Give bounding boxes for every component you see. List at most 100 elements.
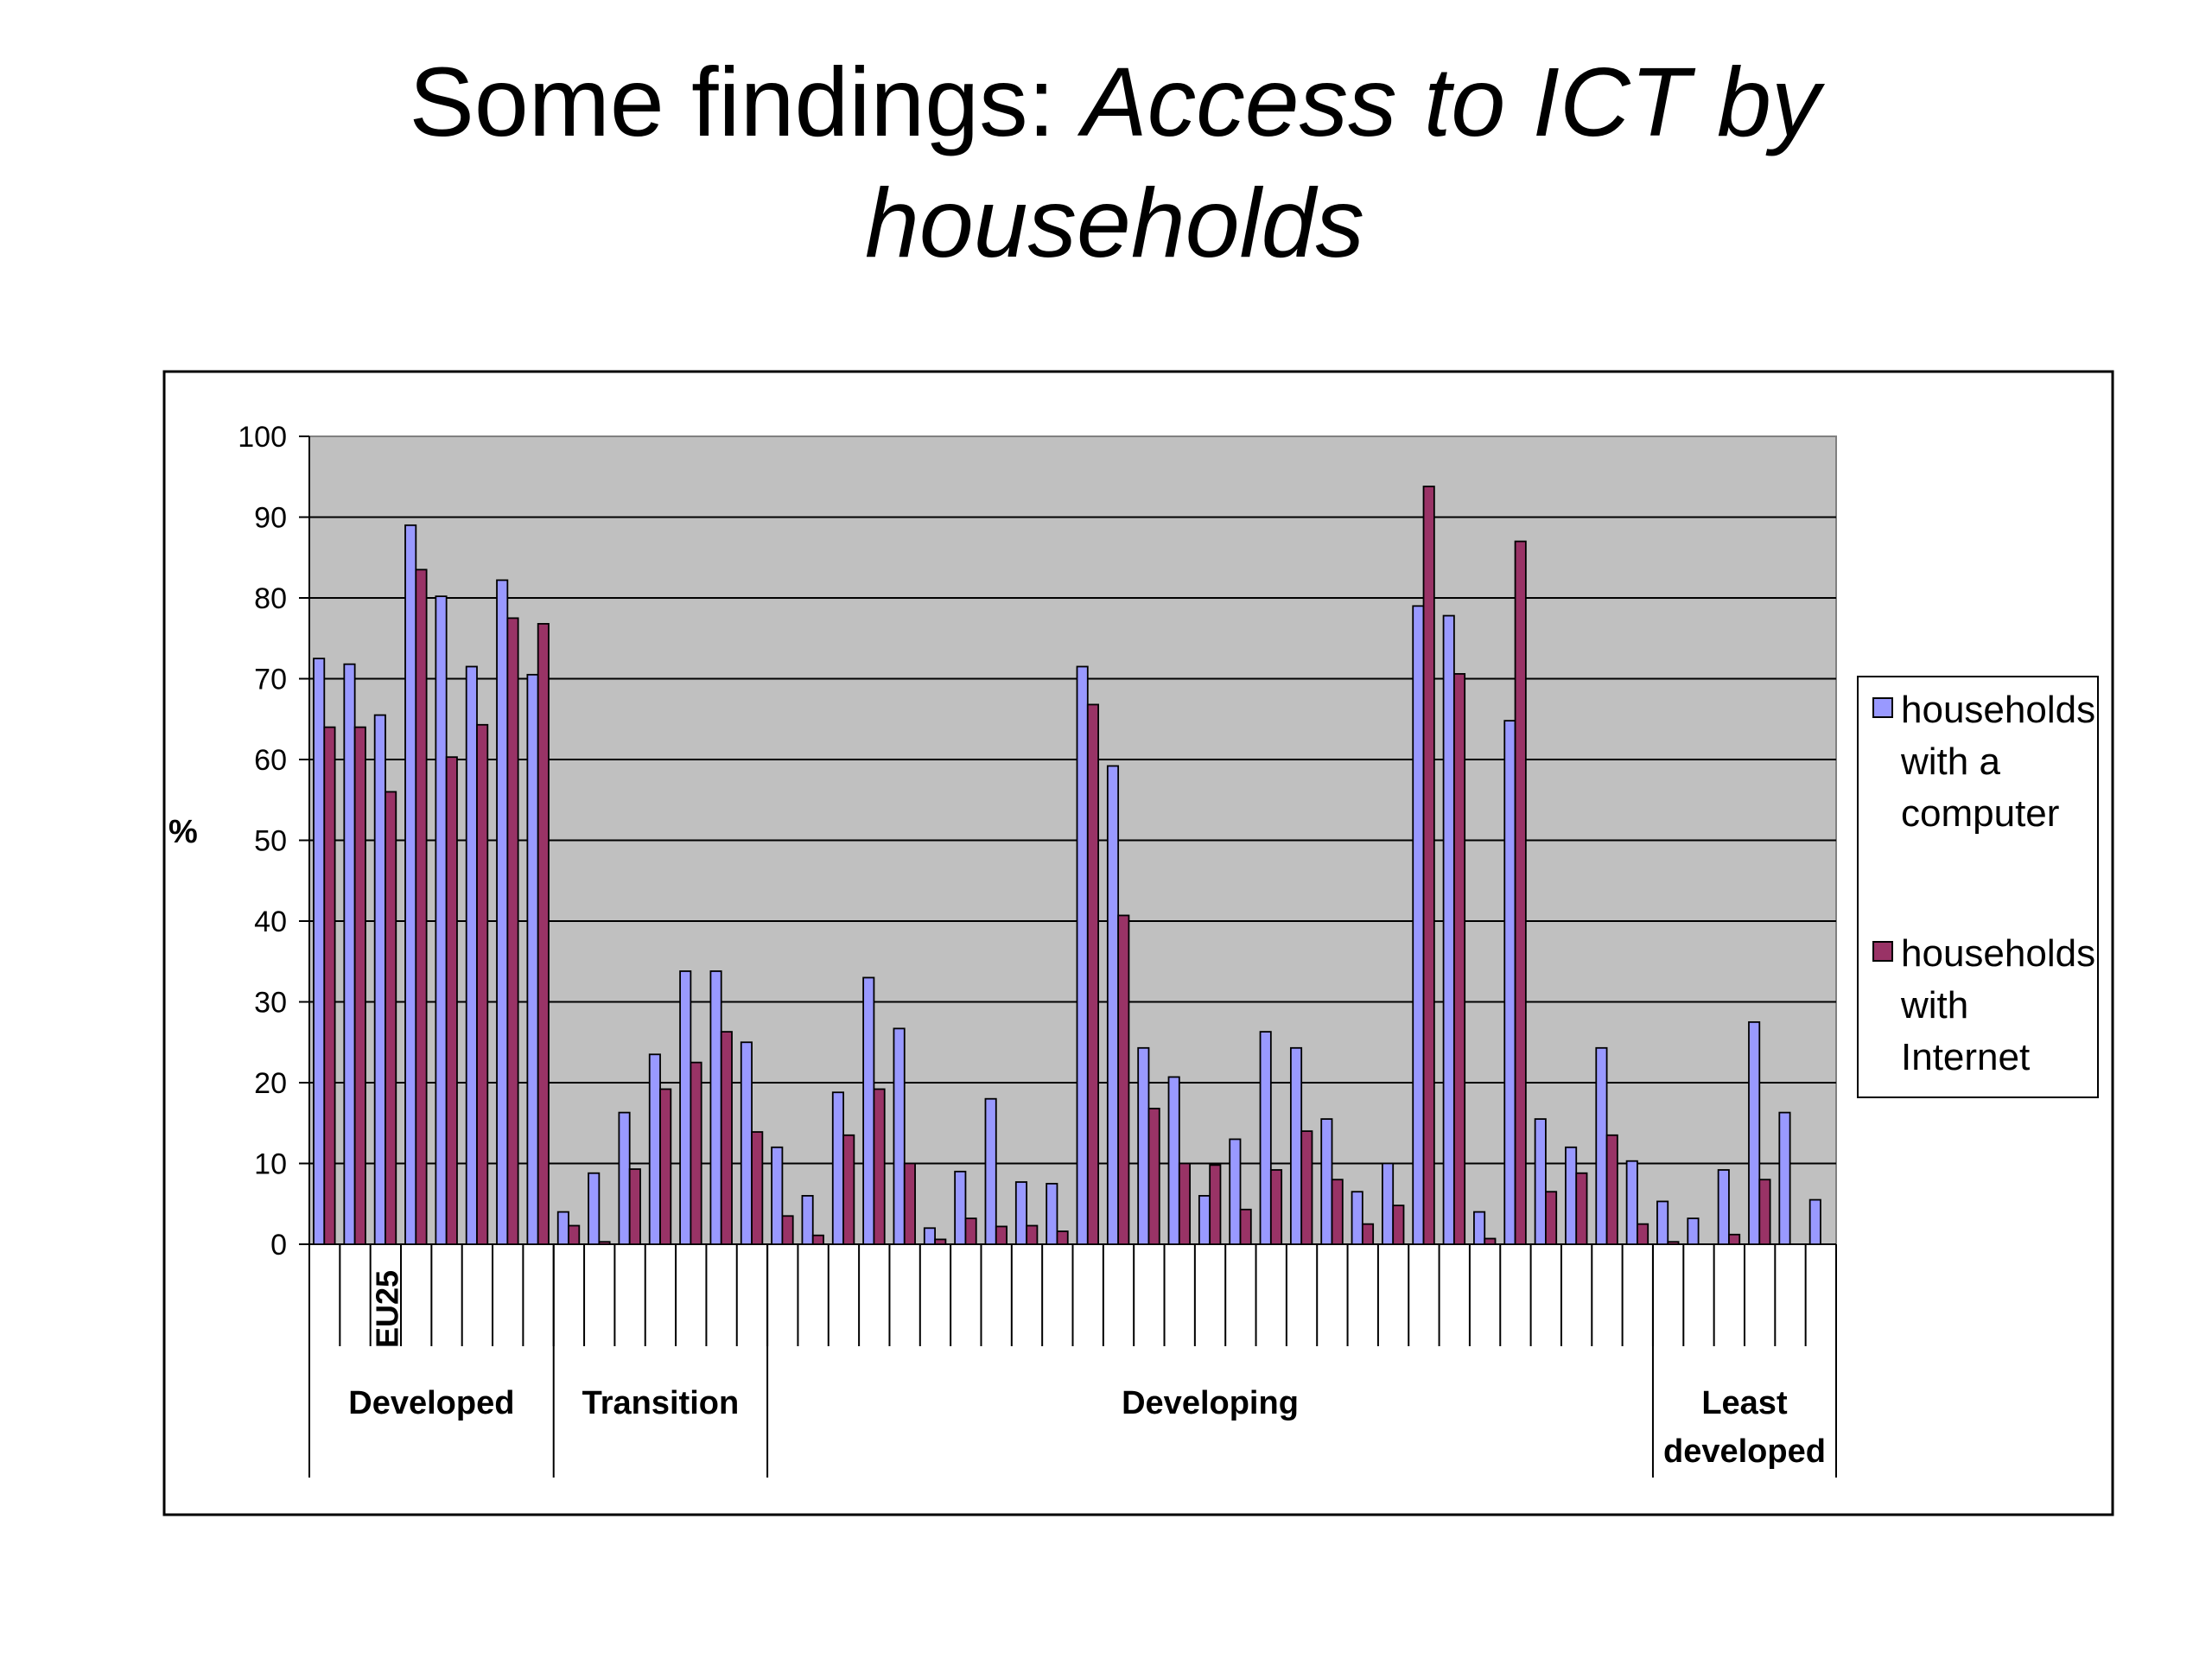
legend: households with a computer households with In…: [1857, 676, 2099, 1098]
bar-internet: [1637, 1223, 1649, 1245]
bar-internet: [720, 1031, 733, 1245]
y-tick-label: 80: [254, 582, 287, 615]
bar-computer: [1625, 1160, 1638, 1245]
bar-internet: [1545, 1191, 1558, 1245]
y-tick-label: 10: [254, 1148, 287, 1181]
x-axis-categories: Developed Transition Developing Least develo…: [308, 1244, 1837, 1478]
bar-computer: [1382, 1162, 1395, 1245]
bar-internet: [1209, 1164, 1222, 1245]
bar-computer: [373, 714, 386, 1245]
bar-computer: [1717, 1169, 1730, 1245]
bar-internet: [537, 623, 550, 1245]
bar-internet: [1575, 1172, 1588, 1245]
bar-internet: [781, 1215, 794, 1245]
bar-computer: [648, 1053, 661, 1245]
legend-entry: households with a computer: [1900, 689, 2095, 835]
legend-swatch: [1872, 697, 1893, 718]
bar-internet: [873, 1088, 886, 1245]
bar-computer: [771, 1146, 784, 1245]
bar-internet: [1605, 1134, 1618, 1245]
gridlines: [309, 516, 1836, 1165]
bar-computer: [1595, 1046, 1608, 1245]
bar-computer: [1503, 720, 1516, 1245]
bar-internet: [1331, 1179, 1344, 1245]
bar-internet: [1758, 1179, 1771, 1245]
bar-computer: [526, 673, 539, 1245]
y-tick-label: 50: [254, 825, 287, 858]
legend-entry: households with Internet: [1900, 932, 2095, 1078]
bar-internet: [1514, 540, 1527, 1245]
bar-internet: [628, 1168, 641, 1245]
y-tick-label: 100: [238, 421, 287, 454]
bar-internet: [1300, 1130, 1313, 1245]
bars: [313, 486, 1821, 1245]
bar-computer: [801, 1195, 814, 1245]
bar-internet: [751, 1131, 764, 1245]
category-label-eu25: EU25: [369, 1270, 404, 1348]
bar-computer: [404, 524, 417, 1245]
bar-internet: [842, 1134, 855, 1245]
bar-computer: [1748, 1020, 1761, 1245]
y-axis-label: %: [168, 814, 198, 850]
bar-computer: [588, 1172, 601, 1245]
bar-internet: [1484, 1237, 1497, 1245]
bar-computer: [1167, 1076, 1180, 1245]
bar-internet: [598, 1241, 611, 1245]
bar-computer: [1046, 1182, 1058, 1245]
legend-swatch: [1872, 941, 1893, 962]
bar-computer: [709, 970, 722, 1245]
bar-computer: [1320, 1118, 1333, 1245]
y-tick-label: 60: [254, 744, 287, 777]
legend-box: [1857, 676, 2099, 1098]
bar-computer: [1534, 1118, 1547, 1245]
bar-computer: [1442, 614, 1455, 1245]
group-label: Least developed: [1663, 1385, 1826, 1470]
bar-computer: [465, 665, 478, 1245]
slide-title: Some findings: Access to ICT by househol…: [0, 41, 2212, 283]
bar-computer: [740, 1041, 753, 1245]
bar-internet: [1086, 703, 1100, 1245]
bar-computer: [1473, 1211, 1486, 1245]
bar-internet: [1452, 672, 1466, 1245]
bar-computer: [435, 595, 448, 1245]
bar-computer: [556, 1211, 569, 1245]
bar-computer: [1687, 1217, 1700, 1245]
bar-internet: [903, 1162, 916, 1245]
bar-internet: [1239, 1208, 1252, 1245]
bar-computer: [1014, 1181, 1028, 1245]
y-tick-label: 0: [270, 1229, 287, 1262]
bar-internet: [506, 617, 519, 1245]
y-tick-label: 30: [254, 987, 287, 1020]
bar-internet: [1056, 1230, 1069, 1245]
bar-internet: [1178, 1162, 1192, 1245]
y-tick-label: 90: [254, 502, 287, 535]
bar-internet: [353, 726, 366, 1245]
bar-computer: [313, 658, 326, 1245]
title-italic-line2: households: [864, 168, 1365, 277]
bar-computer: [1656, 1200, 1669, 1245]
bar-internet: [690, 1061, 702, 1245]
y-tick-label: 20: [254, 1067, 287, 1100]
bar-internet: [1117, 914, 1130, 1245]
bar-computer: [1229, 1138, 1242, 1245]
title-italic-line1: Access to ICT by: [1082, 48, 1821, 156]
bar-computer: [831, 1091, 844, 1245]
bar-internet: [659, 1088, 672, 1245]
bar-internet: [1026, 1224, 1039, 1245]
bar-internet: [323, 726, 336, 1245]
bar-computer: [1106, 765, 1120, 1245]
y-tick-label: 40: [254, 906, 287, 938]
bar-internet: [1147, 1108, 1160, 1245]
bar-computer: [1198, 1195, 1211, 1245]
bar-internet: [811, 1234, 824, 1245]
bar-internet: [385, 791, 397, 1245]
bar-internet: [415, 569, 428, 1245]
bar-computer: [1808, 1198, 1821, 1245]
bar-internet: [964, 1217, 977, 1245]
bar-internet: [476, 723, 489, 1245]
bar-internet: [1422, 486, 1435, 1245]
bar-computer: [1289, 1046, 1303, 1245]
bar-internet: [445, 756, 458, 1245]
bar-computer: [1565, 1146, 1578, 1245]
